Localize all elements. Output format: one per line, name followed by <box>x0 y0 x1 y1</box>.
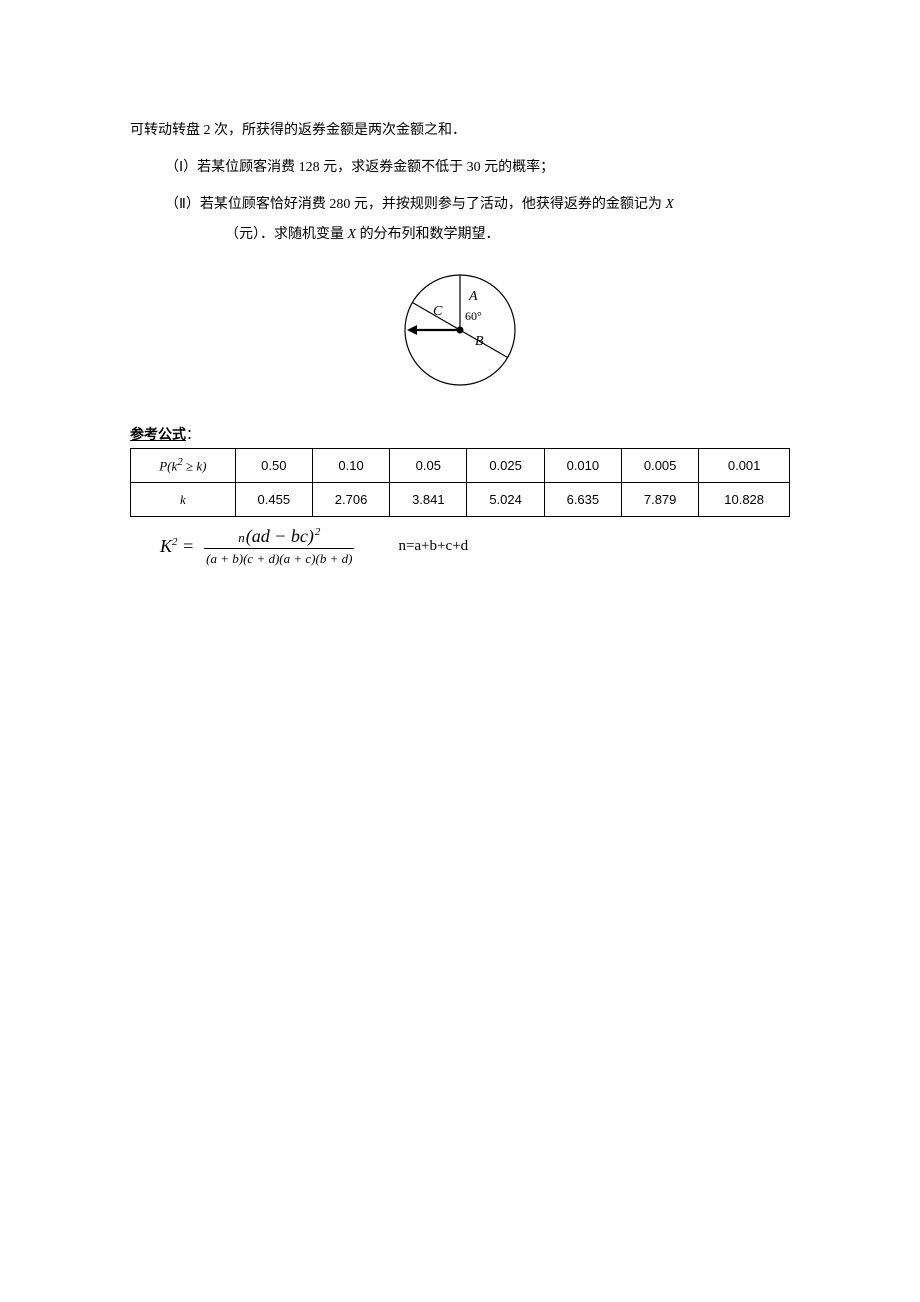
fraction-numerator: n(ad − bc)2 <box>232 525 326 548</box>
p-val-6: 0.001 <box>699 448 790 482</box>
spinner-diagram-container: A 60° B C <box>130 265 790 395</box>
question-part-2b: （元）．求随机变量 X 的分布列和数学期望． <box>130 222 790 247</box>
table-row-k: k 0.455 2.706 3.841 5.024 6.635 7.879 10… <box>131 482 790 516</box>
k-val-0: 0.455 <box>235 482 312 516</box>
formula-lhs: K2 = <box>160 530 194 562</box>
variable-x-2: X <box>348 227 357 242</box>
spinner-diagram: A 60° B C <box>395 265 525 395</box>
reference-formula-heading: 参考公式： <box>130 423 790 448</box>
k-val-4: 6.635 <box>544 482 621 516</box>
fraction-denominator: (a + b)(c + d)(a + c)(b + d) <box>204 549 354 568</box>
k-val-1: 2.706 <box>312 482 389 516</box>
p-val-3: 0.025 <box>467 448 544 482</box>
table-row-header: P(k2 ≥ k) 0.50 0.10 0.05 0.025 0.010 0.0… <box>131 448 790 482</box>
label-c: C <box>433 304 443 319</box>
p-val-5: 0.005 <box>622 448 699 482</box>
p-val-2: 0.05 <box>390 448 467 482</box>
k-val-2: 3.841 <box>390 482 467 516</box>
formula-fraction: n(ad − bc)2 (a + b)(c + d)(a + c)(b + d) <box>204 525 354 568</box>
paragraph-intro: 可转动转盘 2 次，所获得的返券金额是两次金额之和． <box>130 118 790 143</box>
equals: = <box>178 536 195 556</box>
header-k: k <box>131 482 236 516</box>
question-part-1: （Ⅰ）若某位顾客消费 128 元，求返券金额不低于 30 元的概率； <box>130 155 790 180</box>
k-val-3: 5.024 <box>467 482 544 516</box>
lhs-k: K <box>160 536 172 556</box>
label-b: B <box>475 334 484 349</box>
spinner-hub <box>457 326 464 333</box>
num-sup: 2 <box>315 526 321 538</box>
header-p: P(k2 ≥ k) <box>131 448 236 482</box>
k-val-6: 10.828 <box>699 482 790 516</box>
label-a: A <box>468 289 478 304</box>
question-part-2a: （Ⅱ）若某位顾客恰好消费 280 元，并按规则参与了活动，他获得返券的金额记为 … <box>130 192 790 217</box>
chi-square-table: P(k2 ≥ k) 0.50 0.10 0.05 0.025 0.010 0.0… <box>130 448 790 517</box>
chi-square-formula: K2 = n(ad − bc)2 (a + b)(c + d)(a + c)(b… <box>130 525 790 568</box>
k-val-5: 7.879 <box>622 482 699 516</box>
ref-title-text: 参考公式 <box>130 428 186 443</box>
p-val-4: 0.010 <box>544 448 621 482</box>
q2b-pre: （元）．求随机变量 <box>225 227 348 242</box>
num-paren: (ad − bc) <box>246 526 314 546</box>
q2-text: （Ⅱ）若某位顾客恰好消费 280 元，并按规则参与了活动，他获得返券的金额记为 <box>165 197 665 212</box>
label-angle: 60° <box>465 309 482 323</box>
num-n: n <box>238 530 245 545</box>
variable-x: X <box>665 197 674 212</box>
p-val-1: 0.10 <box>312 448 389 482</box>
n-definition: n=a+b+c+d <box>398 533 468 560</box>
ref-colon: ： <box>186 428 200 443</box>
q2b-post: 的分布列和数学期望． <box>356 227 500 242</box>
p-val-0: 0.50 <box>235 448 312 482</box>
